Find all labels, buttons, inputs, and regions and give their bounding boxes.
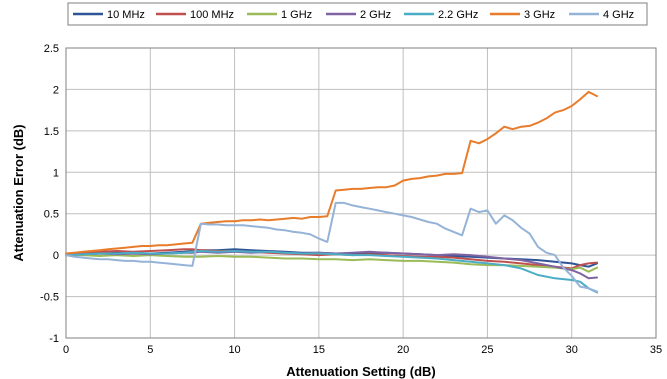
x-tick-label: 0 — [63, 344, 69, 356]
x-axis-title: Attenuation Setting (dB) — [286, 364, 435, 379]
series-line-3-ghz — [65, 90, 598, 255]
x-tick-label: 35 — [650, 344, 662, 356]
legend: 10 MHz 100 MHz 1 GHz 2 GHz 2.2 GHz 3 GHz 4 GHz — [73, 9, 634, 21]
legend-label: 2.2 GHz — [438, 9, 478, 21]
x-tick-label: 15 — [313, 344, 325, 356]
plot-area-border — [65, 47, 657, 339]
series-line-4-ghz — [65, 201, 598, 293]
legend-label: 1 GHz — [281, 9, 312, 21]
legend-label: 100 MHz — [190, 9, 234, 21]
grid — [65, 47, 657, 339]
legend-label: 2 GHz — [360, 9, 391, 21]
series-line-2-2-ghz — [65, 250, 598, 294]
x-tick-label: 10 — [228, 344, 240, 356]
x-axis-ticks: 0 5 10 15 20 25 30 35 — [63, 344, 662, 356]
y-tick-label: 0.5 — [44, 209, 59, 221]
y-tick-label: -0.5 — [40, 292, 59, 304]
y-tick-label: 2.5 — [44, 43, 59, 55]
legend-label: 4 GHz — [603, 9, 634, 21]
series-line-1-ghz — [65, 254, 598, 273]
y-tick-label: -1 — [49, 333, 59, 345]
y-axis-ticks: -1 -0.5 0 0.5 1 1.5 2 2.5 — [40, 43, 59, 345]
legend-label: 10 MHz — [107, 9, 145, 21]
x-tick-label: 5 — [147, 344, 153, 356]
series-layer — [65, 90, 598, 294]
y-axis-title: Attenuation Error (dB) — [11, 124, 26, 261]
legend-label: 3 GHz — [524, 9, 555, 21]
legend-box — [67, 2, 648, 26]
x-tick-label: 20 — [397, 344, 409, 356]
y-tick-label: 2 — [53, 84, 59, 96]
x-tick-label: 25 — [481, 344, 493, 356]
y-tick-label: 1.5 — [44, 126, 59, 138]
y-tick-label: 1 — [53, 167, 59, 179]
y-tick-label: 0 — [53, 250, 59, 262]
x-tick-label: 30 — [566, 344, 578, 356]
